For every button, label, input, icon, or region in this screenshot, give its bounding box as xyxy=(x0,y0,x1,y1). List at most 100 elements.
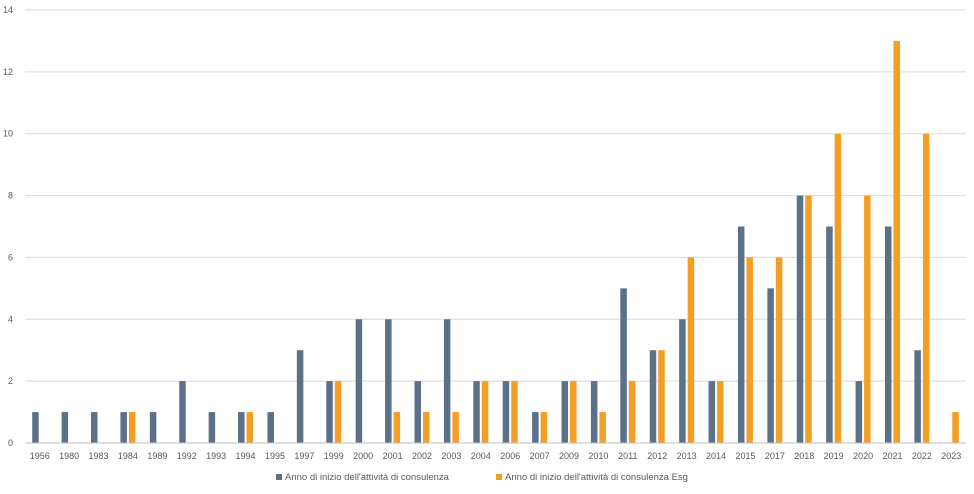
bar-series-2-2010 xyxy=(599,412,606,443)
x-tick-label: 1984 xyxy=(118,451,138,461)
x-tick-label: 2018 xyxy=(794,451,814,461)
gridlines xyxy=(25,9,966,382)
bar-series-2-2004 xyxy=(481,381,489,443)
x-tick-label: 1994 xyxy=(236,451,256,461)
bar-series-1-1993 xyxy=(208,412,216,443)
x-axis-ticks: 1956 1980 1983 1984 1989 1992 1993 1994 1995 1997… xyxy=(30,451,962,461)
bar-series-1-2010 xyxy=(590,381,598,443)
y-tick-label: 4 xyxy=(8,314,13,324)
bar-series-1-2007 xyxy=(532,412,539,443)
bar-series-1-1983 xyxy=(91,412,98,443)
x-tick-label: 2015 xyxy=(735,451,755,461)
y-tick-label: 0 xyxy=(8,438,13,448)
bar-series-1-2019 xyxy=(826,226,833,443)
legend-swatch-series-2 xyxy=(496,474,502,480)
x-tick-label: 2023 xyxy=(941,451,961,461)
bar-series-2-2019 xyxy=(834,133,842,443)
bar-series-1-1994 xyxy=(238,412,245,443)
bar-series-1-2000 xyxy=(355,319,363,443)
bar-series-1-1980 xyxy=(61,412,69,443)
bar-series-1-2015 xyxy=(737,226,745,443)
x-tick-label: 1995 xyxy=(265,451,285,461)
x-tick-label: 2019 xyxy=(824,451,844,461)
bar-series-2-1999 xyxy=(334,381,342,443)
x-tick-label: 2017 xyxy=(765,451,785,461)
x-tick-label: 1992 xyxy=(177,451,197,461)
x-tick-label: 2002 xyxy=(412,451,432,461)
bar-series-2-2017 xyxy=(775,257,783,443)
x-tick-label: 1956 xyxy=(30,451,50,461)
legend: Anno di inizio dell'attività di consulen… xyxy=(276,472,688,483)
bar-series-2-2014 xyxy=(717,381,724,443)
bar-series-1-2012 xyxy=(649,350,657,443)
x-tick-label: 2003 xyxy=(441,451,461,461)
y-tick-label: 2 xyxy=(8,376,13,386)
x-tick-label: 1993 xyxy=(206,451,226,461)
bar-series-1-2001 xyxy=(385,319,392,443)
bar-series-1-2003 xyxy=(443,319,451,443)
bar-series-1-1995 xyxy=(267,412,274,443)
x-tick-label: 2020 xyxy=(853,451,873,461)
y-tick-label: 10 xyxy=(3,129,13,139)
x-tick-label: 2014 xyxy=(706,451,726,461)
bar-series-2-2015 xyxy=(746,257,753,443)
bar-series-2-2002 xyxy=(422,412,430,443)
bar-series-2-2011 xyxy=(628,381,636,443)
y-tick-label: 8 xyxy=(8,191,13,201)
bar-series-2-2018 xyxy=(805,195,812,443)
bar-series-1-2017 xyxy=(767,288,774,443)
y-tick-label: 14 xyxy=(3,5,13,15)
x-tick-label: 1989 xyxy=(147,451,167,461)
legend-swatch-series-1 xyxy=(276,474,282,480)
bar-series-1-2011 xyxy=(620,288,627,443)
bar-series-1-2002 xyxy=(414,381,421,443)
bar-series-2-2021 xyxy=(893,40,900,444)
x-tick-label: 2006 xyxy=(500,451,520,461)
bar-series-2-2007 xyxy=(540,412,548,443)
x-tick-label: 2001 xyxy=(383,451,403,461)
x-tick-label: 2010 xyxy=(588,451,608,461)
x-tick-label: 2009 xyxy=(559,451,579,461)
legend-label-series-2: Anno di inizio dell'attività di consulen… xyxy=(505,472,688,483)
x-tick-label: 1983 xyxy=(89,451,109,461)
x-tick-label: 2011 xyxy=(618,451,637,461)
bar-series-1-1956 xyxy=(32,412,39,443)
legend-label-series-1: Anno di inizio dell'attività di consulen… xyxy=(285,472,450,483)
bar-series-1-2004 xyxy=(473,381,480,443)
y-axis-ticks: 0 2 4 6 8 10 12 14 xyxy=(3,5,13,448)
bar-series-2-2013 xyxy=(687,257,695,443)
x-tick-label: 2004 xyxy=(471,451,491,461)
y-tick-label: 12 xyxy=(3,67,13,77)
bar-series-2-2009 xyxy=(570,381,577,443)
bar-series-1-1989 xyxy=(149,412,157,443)
x-tick-label: 2022 xyxy=(912,451,932,461)
bar-series-2-2022 xyxy=(922,133,930,443)
bar-series-1-2013 xyxy=(679,319,686,443)
bar-series-2-1984 xyxy=(128,412,136,443)
x-tick-label: 1980 xyxy=(59,451,79,461)
bar-series-1-2009 xyxy=(561,381,569,443)
y-tick-label: 6 xyxy=(8,252,13,262)
x-tick-label: 2012 xyxy=(647,451,667,461)
bar-series-1-1999 xyxy=(326,381,333,443)
x-tick-label: 2021 xyxy=(882,451,902,461)
x-tick-label: 2013 xyxy=(677,451,697,461)
bar-series-1-2006 xyxy=(502,381,510,443)
x-tick-label: 1999 xyxy=(324,451,344,461)
bar-series-1-2020 xyxy=(855,381,863,443)
bar-series-2-2001 xyxy=(393,412,401,443)
x-tick-label: 1997 xyxy=(294,451,314,461)
bar-series-1-1992 xyxy=(179,381,186,443)
bar-series-2-2012 xyxy=(658,350,665,443)
bar-series-2-2003 xyxy=(452,412,459,443)
bar-series-1-2018 xyxy=(796,195,804,443)
bar-series-1-2022 xyxy=(914,350,921,443)
bar-series-1-1984 xyxy=(120,412,127,443)
bar-series-1-1997 xyxy=(296,350,304,443)
bar-series-2-1994 xyxy=(246,412,254,443)
bar-series-2-2020 xyxy=(864,195,871,443)
bar-series-2-2023 xyxy=(952,412,959,443)
bar-series-1-2014 xyxy=(708,381,716,443)
bar-series-1-2021 xyxy=(884,226,892,443)
